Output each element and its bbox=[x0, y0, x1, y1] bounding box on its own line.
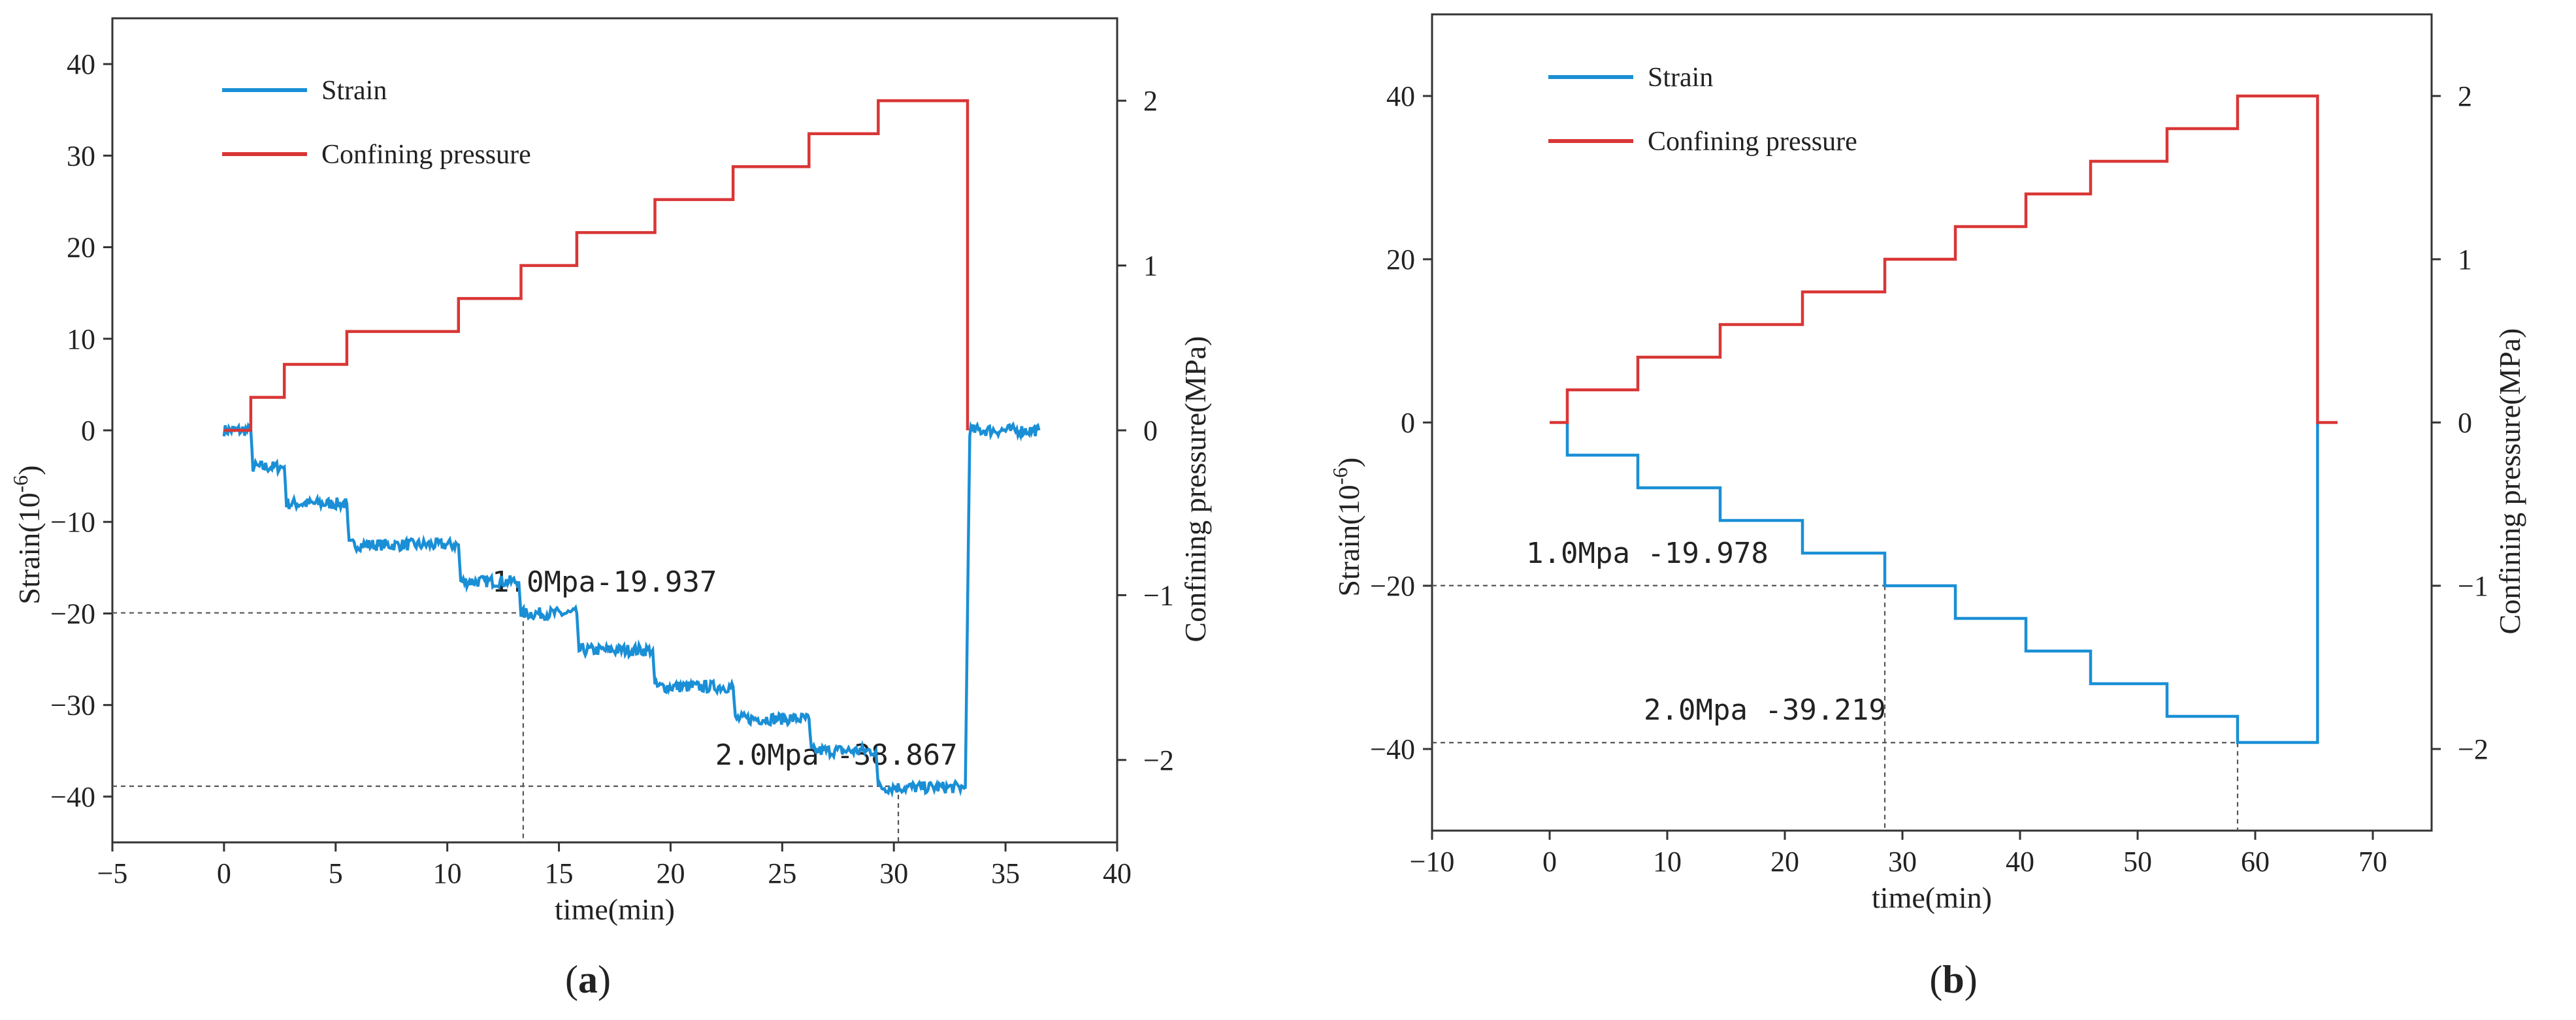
y-right-tick-label: −1 bbox=[1143, 579, 1174, 611]
y-left-axis-label: Strain(10-6) bbox=[8, 465, 46, 604]
y-right-tick-label: −2 bbox=[1143, 744, 1174, 776]
annotation-label: 1.0Mpa-19.937 bbox=[492, 566, 717, 599]
annotation-label: 2.0Mpa -39.219 bbox=[1644, 693, 1886, 727]
y-right-tick-label: 1 bbox=[2458, 244, 2472, 276]
y-left-tick-label: −40 bbox=[1370, 733, 1415, 765]
y-right-tick-label: −2 bbox=[2458, 733, 2488, 765]
x-tick-label: 70 bbox=[2358, 846, 2387, 878]
y-left-axis-label: Strain(10-6) bbox=[1328, 457, 1365, 596]
y-left-tick-label: 20 bbox=[67, 232, 95, 264]
x-tick-label: 40 bbox=[2006, 846, 2034, 878]
y-left-tick-label: 40 bbox=[67, 48, 95, 80]
series-line-strain bbox=[1565, 422, 2319, 744]
y-left-tick-label: 30 bbox=[67, 140, 95, 172]
x-tick-label: 0 bbox=[217, 857, 231, 889]
y-right-tick-label: −1 bbox=[2458, 570, 2488, 602]
x-tick-label: 25 bbox=[768, 857, 796, 889]
y-right-axis-label: Confining pressure(MPa) bbox=[1179, 336, 1212, 643]
annotation-label: 1.0Mpa -19.978 bbox=[1526, 537, 1769, 570]
y-left-tick-label: 40 bbox=[1386, 80, 1415, 112]
x-tick-label: 5 bbox=[329, 857, 343, 889]
y-left-tick-label: −40 bbox=[50, 781, 95, 813]
chart-panel-a: −5 0 5 10 15 20 25 30 35 40−40−30−20−10010203040−… bbox=[8, 17, 1212, 1001]
panel-label: (a) bbox=[565, 958, 611, 1001]
legend-entry-label: Confining pressure bbox=[321, 140, 531, 170]
y-right-tick-label: 0 bbox=[2458, 407, 2472, 439]
y-left-tick-label: 20 bbox=[1386, 244, 1415, 276]
y-right-axis-label: Confining pressure(MPa) bbox=[2493, 328, 2526, 635]
series-line-confining-pressure bbox=[223, 99, 970, 432]
y-left-tick-label: −20 bbox=[1370, 570, 1415, 602]
x-tick-label: 15 bbox=[545, 857, 574, 889]
y-right-tick-label: 0 bbox=[1143, 415, 1158, 447]
x-tick-label: 10 bbox=[1653, 846, 1682, 878]
series-line-confining-pressure bbox=[1550, 94, 2338, 424]
series-line-strain bbox=[222, 421, 1041, 798]
annotation-label: 2.0Mpa -38.867 bbox=[715, 739, 958, 772]
x-tick-label: 20 bbox=[656, 857, 685, 889]
x-tick-label: −10 bbox=[1410, 846, 1455, 878]
x-tick-label: 40 bbox=[1103, 857, 1132, 889]
y-left-tick-label: 0 bbox=[1401, 407, 1415, 439]
legend-entry-label: Strain bbox=[321, 76, 387, 106]
legend-entry-label: Confining pressure bbox=[1648, 127, 1857, 157]
x-tick-label: 35 bbox=[991, 857, 1020, 889]
x-tick-label: 0 bbox=[1542, 846, 1557, 878]
x-axis-label: time(min) bbox=[555, 893, 675, 926]
y-right-tick-label: 2 bbox=[1143, 85, 1158, 117]
x-tick-label: 30 bbox=[1888, 846, 1917, 878]
x-tick-label: 60 bbox=[2241, 846, 2270, 878]
y-right-tick-label: 1 bbox=[1143, 250, 1158, 282]
x-axis-label: time(min) bbox=[1872, 881, 1992, 914]
y-right-tick-label: 2 bbox=[2458, 80, 2472, 112]
x-tick-label: 50 bbox=[2123, 846, 2152, 878]
legend-entry-label: Strain bbox=[1648, 63, 1713, 93]
y-left-tick-label: −30 bbox=[50, 690, 95, 722]
y-left-tick-label: 10 bbox=[67, 323, 95, 355]
x-tick-label: 30 bbox=[879, 857, 908, 889]
chart-panel-b: −10 0 10 20 30 40 50 60 70−40−2002040−2−1012time… bbox=[1328, 13, 2526, 1001]
y-left-tick-label: 0 bbox=[81, 415, 95, 447]
x-tick-label: 20 bbox=[1770, 846, 1799, 878]
y-left-tick-label: −10 bbox=[50, 506, 95, 538]
y-left-tick-label: −20 bbox=[50, 598, 95, 630]
x-tick-label: 10 bbox=[433, 857, 462, 889]
panel-label: (b) bbox=[1929, 958, 1977, 1001]
x-tick-label: −5 bbox=[97, 857, 128, 889]
